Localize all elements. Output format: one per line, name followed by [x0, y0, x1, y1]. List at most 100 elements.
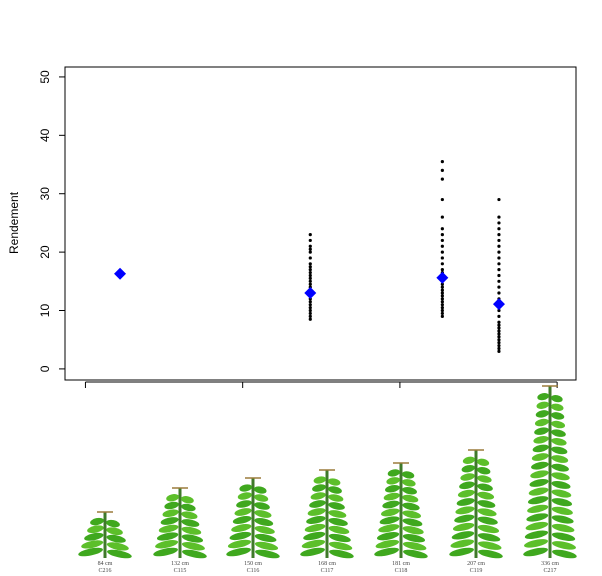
plant-leaf — [153, 547, 178, 557]
plant-leaf — [310, 492, 326, 500]
data-point — [308, 311, 312, 316]
data-point — [497, 232, 501, 237]
plant-leaf — [181, 503, 196, 512]
plant — [523, 385, 577, 559]
data-point — [440, 297, 444, 301]
plant-leaf — [255, 549, 280, 559]
data-point — [440, 168, 444, 172]
plant-leaf — [254, 502, 270, 510]
data-point — [497, 268, 501, 272]
plant-leaf — [254, 494, 269, 502]
data-point — [440, 282, 444, 286]
data-point — [497, 244, 501, 248]
plant-leaf — [234, 508, 252, 516]
data-point — [308, 300, 312, 304]
plant-leaf — [182, 549, 207, 559]
y-tick-label: 50 — [38, 70, 52, 84]
data-point — [497, 279, 501, 283]
plant-leaf — [87, 525, 104, 534]
data-point — [308, 232, 312, 237]
data-point — [497, 332, 501, 336]
plant-leaf — [254, 533, 277, 543]
data-point — [308, 308, 312, 313]
plant-leaf — [477, 541, 502, 550]
data-point — [440, 300, 444, 304]
plant-leaf — [181, 519, 200, 527]
data-point — [440, 160, 444, 164]
plant-leaf — [523, 547, 548, 557]
plant-leaf — [312, 484, 326, 492]
data-point — [440, 311, 444, 316]
data-point — [497, 349, 501, 353]
plant-leaf — [531, 461, 549, 470]
plant-leaf — [304, 523, 326, 533]
data-point — [497, 262, 501, 266]
data-point — [308, 250, 312, 254]
plant-code: C116 — [247, 568, 260, 574]
data-point — [308, 262, 312, 266]
plant-leaf — [90, 517, 104, 526]
plant-leaf — [254, 486, 267, 494]
plant-leaf — [231, 523, 252, 533]
mean-marker — [304, 286, 317, 299]
plant — [449, 449, 503, 559]
plant-height: 132 cm — [171, 561, 189, 567]
plant-leaf — [254, 518, 274, 526]
plant-leaf — [551, 403, 564, 411]
plant-leaf — [477, 466, 491, 475]
plant-leaf — [551, 515, 574, 524]
mean-marker — [492, 298, 505, 311]
data-point — [308, 270, 312, 275]
data-point — [497, 335, 501, 339]
plant-leaf — [402, 502, 420, 511]
data-point — [440, 308, 444, 313]
plant-leaf — [534, 418, 549, 427]
data-point — [497, 256, 501, 260]
plant-leaf — [477, 483, 493, 492]
plant-leaf — [229, 531, 252, 541]
plant-leaf — [376, 532, 400, 541]
plant-code: C119 — [470, 568, 483, 574]
data-point — [308, 256, 312, 260]
plant — [374, 462, 428, 559]
data-point — [308, 238, 312, 243]
y-tick-label: 20 — [38, 245, 52, 259]
data-point — [497, 343, 501, 348]
data-point — [308, 317, 312, 321]
plant-leaf — [450, 539, 475, 548]
plant-leaf — [524, 539, 549, 548]
plant-leaf — [551, 455, 569, 463]
plant-leaf — [551, 463, 569, 472]
plant-leaf — [301, 539, 326, 549]
data-point — [497, 291, 501, 295]
plant-leaf — [328, 525, 350, 535]
plant-leaf — [106, 542, 129, 551]
data-point — [497, 285, 501, 289]
plant-leaf — [532, 444, 549, 453]
plant-leaf — [551, 472, 570, 481]
plant-leaf — [402, 494, 419, 503]
plant-leaf — [164, 501, 179, 510]
plant-leaf — [328, 533, 351, 543]
plant-leaf — [380, 508, 400, 517]
plant-leaf — [239, 484, 252, 492]
plant-leaf — [525, 521, 549, 531]
plant-leaf — [528, 487, 549, 496]
plant-leaf — [402, 479, 416, 487]
plant-height: 181 cm — [392, 561, 410, 567]
plant-leaf — [449, 547, 474, 557]
data-point — [497, 326, 501, 330]
data-point — [440, 314, 444, 318]
plant-leaf — [551, 541, 576, 550]
plant-leaf — [236, 500, 252, 508]
plant-leaf — [551, 480, 571, 489]
plant-leaf — [454, 514, 475, 523]
data-point — [497, 308, 501, 313]
plot-frame — [64, 66, 577, 381]
plant-leaf — [535, 410, 549, 418]
plant-leaf — [551, 532, 576, 541]
plant-leaf — [328, 486, 342, 494]
plant-leaf — [536, 401, 549, 409]
plant-leaf — [477, 491, 495, 500]
data-point — [440, 303, 444, 307]
